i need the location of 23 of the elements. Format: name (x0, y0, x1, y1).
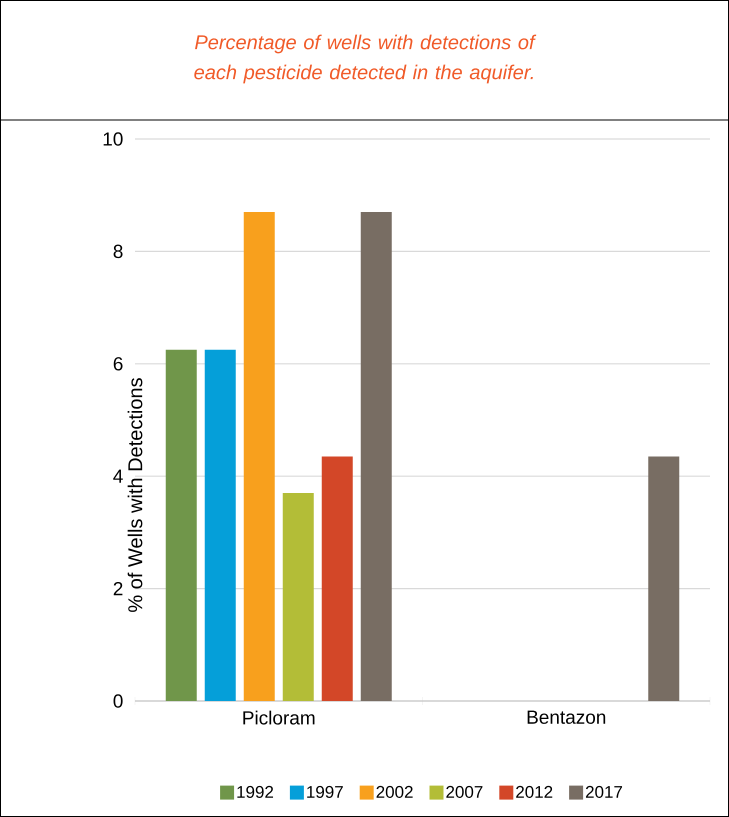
y-tick-label: 4 (113, 470, 123, 483)
y-tick-label: 8 (114, 244, 123, 258)
bar (360, 212, 392, 701)
y-tick-label: 2 (114, 582, 122, 596)
legend-label: 1992 (237, 786, 274, 798)
bar (648, 456, 680, 701)
bar (244, 212, 275, 701)
legend-label: 1997 (307, 786, 343, 798)
legend-label: 2017 (586, 786, 622, 798)
bar (282, 493, 314, 701)
chart-title: Percentage of wells with detections of each pesticide detected in the aquifer. (194, 34, 536, 84)
bar (204, 350, 236, 701)
legend-label: 2002 (376, 786, 413, 798)
x-tick-label: Bentazon (528, 710, 606, 724)
y-axis-title: % of Wells with Detections (128, 378, 142, 612)
bar (166, 350, 197, 701)
legend-label: 2012 (516, 786, 552, 798)
bar (322, 456, 353, 701)
y-tick-label: 10 (104, 132, 123, 146)
y-tick-label: 6 (114, 357, 123, 371)
legend-label: 2007 (446, 786, 482, 798)
y-tick-label: 0 (114, 694, 123, 708)
x-tick-label: Picloram (243, 710, 314, 725)
